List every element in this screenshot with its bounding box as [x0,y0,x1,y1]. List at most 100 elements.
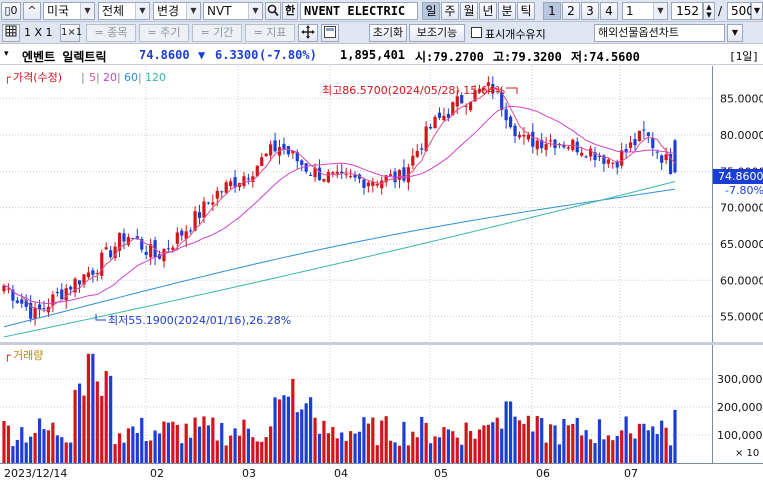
current-price-marker [713,169,763,184]
volume-bar [557,444,562,463]
period-button[interactable]: = 기간 [192,24,242,42]
interval-2-button[interactable]: 2 [562,2,580,20]
price-change: 6.3300 [215,48,259,62]
korean-name-button[interactable]: 한 [282,2,298,20]
price-chart-canvas[interactable]: ┌ 가격(수정) | 5 | 20 | 60 | 120 최고86.5700(2… [0,66,712,342]
chevron-down-icon: ▼ [186,3,200,19]
price-axis: 85.000080.000075.000070.000065.000060.00… [712,66,763,342]
interval-1-button[interactable]: 1 [543,2,561,20]
price-tick-label: 70.0000 [720,202,763,215]
interval-4-button[interactable]: 4 [600,2,618,20]
volume-bar [668,445,673,463]
volume-bar [433,436,437,463]
candle-body [317,167,322,181]
candle-body [597,156,602,158]
period-tick-tab[interactable]: 틱 [517,2,535,20]
nav-up-button[interactable]: ^ [23,2,41,20]
volume-bar [295,412,299,463]
candle-body [340,171,344,174]
legend-ma20: 20 [103,71,117,84]
legend-price-label: 가격(수정) [13,71,62,84]
keep-count-label: 표시개수유지 [485,28,546,41]
candle-body [651,137,655,149]
volume-bar [562,418,566,463]
price-tick-label: 60.0000 [720,274,763,287]
volume-bar [104,371,108,463]
reset-button[interactable]: 초기화 [369,24,407,42]
date-tick-label: 07 [624,467,638,480]
volume-bar [371,417,375,463]
volume-bar [486,424,490,463]
candle-body [433,116,437,129]
candle-body [420,148,424,150]
candle-body [64,288,68,301]
change-arrow-icon: ▼ [198,48,206,62]
crosshair-button[interactable] [298,24,318,42]
count-total-field[interactable]: 500 [727,2,754,20]
low-price: 저:74.5600 [571,50,640,64]
volume-chart-canvas[interactable]: ┌ 거래량 [0,345,712,463]
count-stepper[interactable]: ▲ ▼ [703,2,715,20]
volume-bar [451,431,455,463]
candle-body [29,302,33,319]
volume-bar [664,427,668,463]
candle-body [468,101,473,111]
item-button[interactable]: = 종목 [86,24,136,42]
date-axis-ticks: 2023/12/14 02 03 04 05 06 07 [4,164,638,480]
candle-body [24,300,28,307]
candle-body [428,126,433,129]
candle-body [144,251,148,255]
candle-body [91,270,95,275]
period-year-tab[interactable]: 년 [479,2,497,20]
volume-chart[interactable]: ┌ 거래량 [0,345,712,463]
volume-bar [149,440,153,463]
legend-separator: | [138,71,142,84]
volume-bar [637,423,642,463]
candle-body [371,181,375,186]
volume-bar [597,419,602,463]
volume-bar [313,417,317,463]
pane-divider[interactable] [0,342,763,345]
count-input[interactable]: 152 [671,2,703,20]
grid-icon[interactable] [2,24,20,42]
assist-button[interactable]: 보조기능 [409,24,465,42]
period-day-tab[interactable]: 일 [422,2,440,20]
indicator-button[interactable]: = 지표 [245,24,295,42]
candle-body [2,285,6,292]
chart-zoom-button[interactable] [321,24,339,42]
period-week-tab[interactable]: 주 [441,2,459,20]
price-chart[interactable]: ┌ 가격(수정) | 5 | 20 | 60 | 120 최고86.5700(2… [0,66,712,342]
candle-body [624,148,628,152]
chevron-down-button-2[interactable]: ▼ [727,24,743,42]
chevron-down-button[interactable]: ▼ [751,2,763,20]
collapse-icon[interactable]: ▾ [4,49,9,59]
interval-3-button[interactable]: 3 [581,2,599,20]
overseas-chart-select[interactable]: 해외선물옵션차트 [594,24,725,42]
keep-count-checkbox[interactable] [471,27,482,38]
volume-bar [69,442,73,463]
market-select[interactable]: 미국 ▼ [43,2,95,20]
volume-series [2,353,677,463]
screen-menu-button[interactable]: ▯0 [1,2,21,20]
candle-body [269,144,273,156]
candle-body [366,182,370,187]
period-minute-tab[interactable]: 분 [498,2,516,20]
candle-body [77,280,82,285]
volume-bar [242,419,246,463]
count-slash: / [718,4,723,18]
price-tick-label: 85.0000 [720,93,763,106]
volume-bar [197,426,202,463]
volume-bar [237,435,242,463]
interval-select[interactable]: 1 ▼ [622,2,668,20]
grid-size-button[interactable]: 1×1 [60,24,82,42]
candle-body [442,115,446,121]
volume-bar [153,430,157,463]
volume-bar [77,383,82,463]
candle-body [117,232,122,251]
cycle-button[interactable]: = 주기 [139,24,189,42]
scope-select[interactable]: 전체 ▼ [98,2,150,20]
period-month-tab[interactable]: 월 [460,2,478,20]
symbol-input[interactable]: NVT ▼ [203,2,263,20]
search-button[interactable] [265,2,281,20]
change-select[interactable]: 변경 ▼ [153,2,201,20]
